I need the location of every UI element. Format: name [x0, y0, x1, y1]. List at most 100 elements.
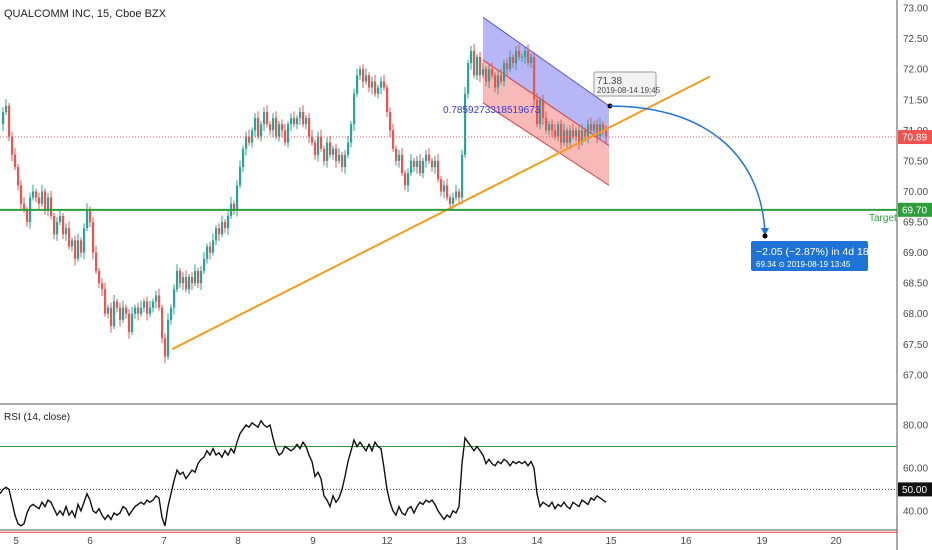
candle — [290, 113, 293, 131]
candle — [545, 111, 548, 134]
candle — [92, 217, 95, 260]
candle — [173, 284, 176, 315]
candle — [182, 272, 185, 290]
candle — [122, 300, 125, 323]
candle — [602, 121, 605, 136]
candle — [125, 304, 128, 319]
candle — [317, 131, 320, 162]
candle — [404, 170, 407, 191]
candle — [305, 115, 308, 130]
forecast-change: −2.05 (−2.87%) in 4d 18h — [756, 246, 875, 258]
candle — [8, 102, 11, 142]
candle — [308, 113, 311, 144]
candle — [350, 121, 353, 148]
candle — [293, 111, 296, 128]
candle — [176, 264, 179, 293]
candle — [134, 304, 137, 319]
time-axis[interactable]: 5 6 7 8 9 12 13 14 15 16 19 20 — [13, 536, 842, 547]
candle — [227, 211, 230, 235]
candle — [20, 180, 23, 211]
candle — [494, 72, 497, 93]
candle — [365, 68, 368, 85]
candle — [434, 156, 437, 174]
candle — [32, 184, 35, 201]
candle — [437, 154, 440, 183]
candle — [149, 300, 152, 317]
candle — [197, 267, 200, 289]
candle — [527, 44, 530, 67]
candle — [530, 53, 533, 68]
price-callout[interactable]: 71.38 2019-08-14 19:45 — [593, 71, 661, 109]
price-tick-label: 68.00 — [903, 309, 928, 320]
forecast-date: 69.34 ⊙ 2019-08-19 13:45 — [756, 260, 851, 269]
svg-text:69.70: 69.70 — [902, 205, 927, 216]
candle — [284, 123, 287, 146]
time-tick-label: 20 — [830, 536, 842, 547]
candle — [476, 53, 479, 81]
candle — [68, 221, 71, 250]
rsi-line — [0, 419, 607, 527]
candle — [239, 160, 242, 189]
candle — [128, 308, 131, 339]
candle — [503, 60, 506, 87]
candle — [593, 121, 596, 136]
candle — [473, 44, 476, 79]
candle — [77, 233, 80, 262]
candle — [326, 137, 329, 168]
candle — [464, 86, 467, 158]
candle — [98, 267, 101, 289]
candle — [53, 212, 56, 240]
candle — [161, 304, 164, 344]
candle — [401, 148, 404, 177]
candle — [2, 107, 5, 131]
candle — [431, 157, 434, 172]
candle — [359, 66, 362, 81]
trendline[interactable] — [171, 75, 711, 351]
chart-title: QUALCOMM INC, 15, Cboe BZX — [4, 8, 167, 20]
candle — [65, 223, 68, 241]
candle — [104, 282, 107, 317]
price-tick-label: 72.00 — [903, 65, 928, 76]
candle — [332, 145, 335, 160]
rsi-axis[interactable]: 80.00 60.00 40.00 — [903, 421, 928, 518]
forecast-arrow[interactable] — [609, 105, 766, 233]
candle — [455, 184, 458, 201]
candle — [59, 209, 62, 226]
candle — [11, 131, 14, 162]
candle — [524, 45, 527, 64]
candle — [131, 307, 134, 336]
candle — [272, 113, 275, 138]
candle — [491, 62, 494, 79]
time-tick-label: 12 — [381, 536, 393, 547]
candle — [461, 149, 464, 205]
candle — [380, 76, 383, 95]
candle — [269, 121, 272, 136]
price-tick-label: 72.50 — [903, 34, 928, 45]
candle — [386, 84, 389, 117]
candle — [488, 64, 491, 89]
candle — [470, 45, 473, 70]
forecast-box[interactable]: −2.05 (−2.87%) in 4d 18h 69.34 ⊙ 2019-08… — [751, 241, 875, 271]
candle — [95, 245, 98, 275]
candle — [446, 178, 449, 201]
candle — [35, 188, 38, 203]
candle — [275, 111, 278, 140]
candle — [599, 117, 602, 140]
candle — [41, 184, 44, 207]
forecast-arrowhead — [761, 228, 769, 236]
candle — [500, 68, 503, 85]
candle — [377, 84, 380, 99]
candle — [155, 290, 158, 309]
candle — [395, 145, 398, 166]
candle — [371, 76, 374, 95]
candle — [485, 66, 488, 87]
candle — [542, 94, 545, 125]
candle — [563, 123, 566, 146]
candle — [533, 52, 536, 107]
price-tick-label: 70.00 — [903, 187, 928, 198]
candle — [575, 127, 578, 142]
rsi-tick-label: 40.00 — [903, 506, 928, 517]
rsi-tick-label: 60.00 — [903, 463, 928, 474]
candle — [560, 119, 563, 150]
